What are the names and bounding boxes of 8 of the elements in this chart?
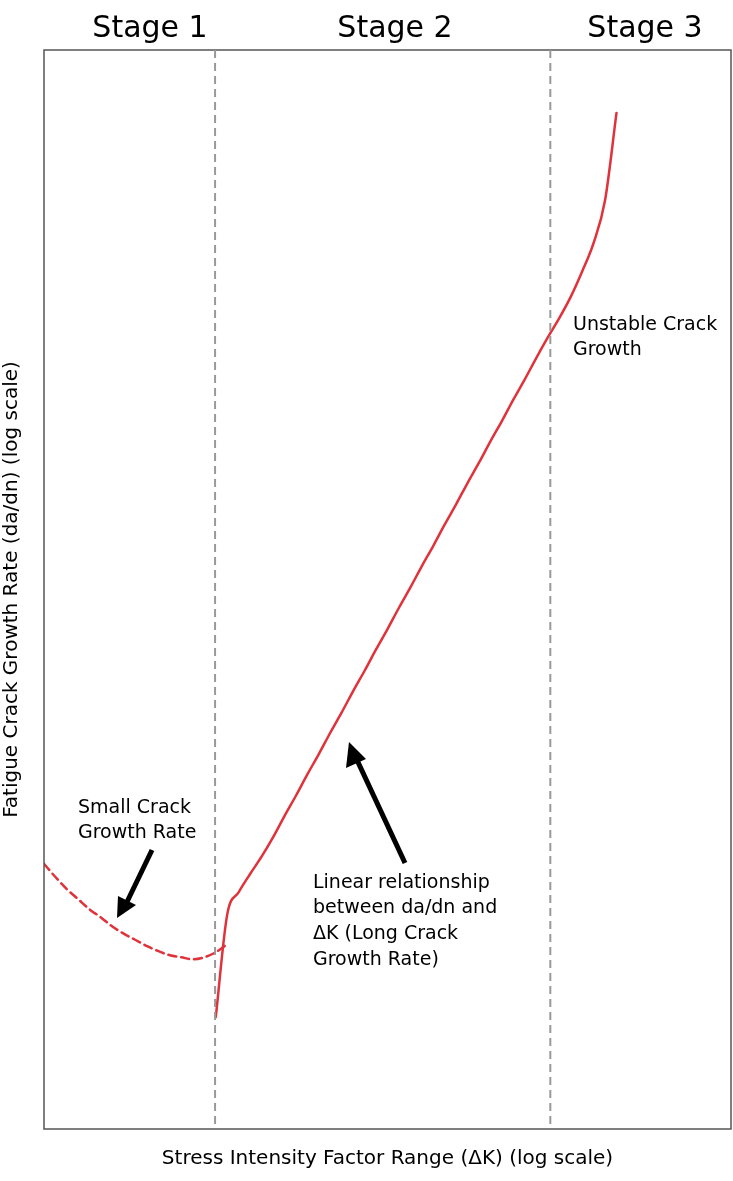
text: Stage 2 (336, 8, 454, 46)
x-axis-title: Stress Intensity Factor Range (ΔK) (log scale) (161, 1145, 614, 1170)
annotation: Linear relationship between da/dn and ΔK (Long Crack Growth Rate) (313, 868, 499, 971)
text: Stage 3 (586, 8, 704, 46)
y-axis-title: Fatigue Crack Growth Rate (da/dn) (log scale) (0, 361, 23, 818)
annotation: Unstable Crack Growth (573, 310, 719, 362)
text: Stage 1 (91, 8, 209, 46)
annotation: Small Crack Growth Rate (78, 793, 198, 845)
